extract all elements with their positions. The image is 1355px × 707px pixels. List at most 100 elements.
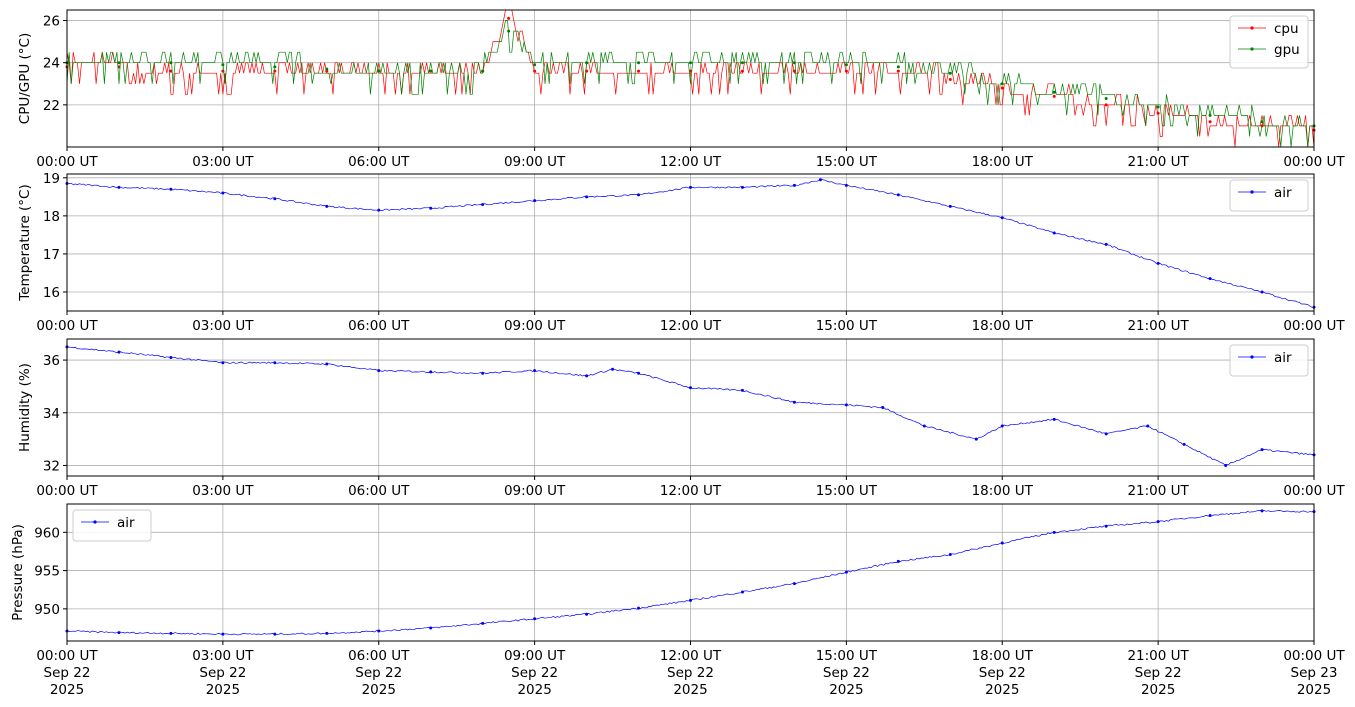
y-tick-label: 22 (43, 98, 60, 114)
series-air-2 (65, 178, 1316, 309)
data-point (792, 582, 796, 586)
data-point (481, 69, 485, 73)
data-point (844, 403, 848, 407)
data-point (429, 69, 433, 73)
data-point (377, 629, 381, 633)
data-point (740, 69, 744, 73)
legend-marker (1250, 355, 1254, 359)
data-point (948, 204, 952, 208)
x-tick-label: 06:00 UT Sep 22 2025 (348, 648, 410, 698)
x-tick-label: 18:00 UT (972, 483, 1034, 499)
data-point (637, 606, 641, 610)
data-point (1000, 424, 1004, 428)
data-point (1260, 448, 1264, 452)
data-point (1156, 261, 1160, 265)
x-tick-label: 09:00 UT Sep 22 2025 (504, 648, 566, 698)
data-point (325, 69, 329, 73)
x-tick-label: 00:00 UT Sep 23 2025 (1283, 648, 1345, 698)
data-point (896, 69, 900, 73)
data-point (1260, 290, 1264, 294)
legend: air (1229, 344, 1309, 377)
y-axis-label: Temperature (°C) (17, 184, 33, 302)
data-point (117, 185, 121, 189)
data-point (1260, 120, 1264, 124)
data-point (637, 69, 641, 73)
data-point (429, 626, 433, 630)
data-point (481, 202, 485, 206)
data-point (1208, 113, 1212, 117)
data-point (273, 632, 277, 636)
data-point (325, 631, 329, 635)
data-point (1146, 424, 1150, 428)
data-point (221, 632, 225, 636)
data-point (377, 208, 381, 212)
data-point (740, 185, 744, 189)
data-point (169, 61, 173, 65)
x-tick-label: 21:00 UT Sep 22 2025 (1127, 648, 1189, 698)
data-point (1000, 86, 1004, 90)
chart-panel-3: 32 34 36 00:00 UT 03:00 UT 06:00 UT 09:00 UT 12… (17, 338, 1345, 499)
data-point (740, 388, 744, 392)
x-tick-label: 21:00 UT (1127, 483, 1189, 499)
x-tick-label: 15:00 UT (816, 318, 878, 334)
x-tick-label: 00:00 UT (1283, 154, 1345, 170)
x-tick-label: 06:00 UT (348, 154, 410, 170)
y-tick-label: 18 (43, 209, 60, 225)
x-tick-label: 09:00 UT (504, 318, 566, 334)
data-point (881, 406, 885, 409)
data-point (507, 29, 511, 33)
x-tick-label: 06:00 UT (348, 318, 410, 334)
data-point (1224, 463, 1228, 467)
data-point (429, 370, 433, 374)
data-point (169, 631, 173, 635)
x-tick-label: 18:00 UT (972, 318, 1034, 334)
y-tick-label: 16 (43, 285, 60, 301)
data-point (1260, 509, 1264, 513)
data-point (818, 178, 822, 182)
x-tick-label: 12:00 UT (660, 318, 722, 334)
legend: cpu gpu (1229, 15, 1309, 69)
y-tick-label: 960 (34, 525, 60, 541)
data-point (1156, 105, 1160, 109)
data-point (169, 355, 173, 359)
y-tick-label: 32 (43, 458, 60, 474)
data-point (481, 371, 485, 375)
data-point (377, 369, 381, 373)
data-point (273, 361, 277, 365)
x-tick-label: 03:00 UT (192, 154, 254, 170)
series-air-3 (65, 345, 1316, 467)
x-tick-label: 09:00 UT (504, 483, 566, 499)
data-point (533, 63, 537, 67)
data-point (792, 61, 796, 65)
x-tick-label: 15:00 UT (816, 154, 878, 170)
series-gpu (65, 20, 1316, 148)
series-line (66, 20, 1314, 148)
data-point (1104, 242, 1108, 246)
data-point (689, 598, 692, 602)
x-tick-label: 15:00 UT Sep 22 2025 (816, 648, 878, 698)
data-point (637, 371, 641, 375)
data-point (325, 67, 329, 71)
x-tick-label: 00:00 UT (1283, 483, 1345, 499)
data-point (844, 63, 848, 67)
data-point (533, 369, 537, 373)
data-point (221, 63, 225, 67)
data-point (585, 374, 589, 378)
data-point (1104, 97, 1108, 101)
x-tick-label: 00:00 UT Sep 22 2025 (36, 648, 98, 698)
data-point (325, 204, 329, 208)
data-point (792, 69, 796, 73)
x-tick-label: 18:00 UT (972, 154, 1034, 170)
data-point (533, 617, 537, 621)
legend-label: air (1274, 185, 1292, 201)
series-air-4 (65, 509, 1316, 636)
data-point (117, 61, 121, 65)
data-point (481, 621, 485, 625)
data-point (611, 367, 615, 371)
data-point (948, 553, 952, 557)
y-axis-label: Pressure (hPa) (10, 524, 26, 621)
data-point (533, 199, 537, 203)
data-point (896, 559, 900, 563)
legend-box (1229, 344, 1309, 377)
data-point (1156, 111, 1160, 115)
